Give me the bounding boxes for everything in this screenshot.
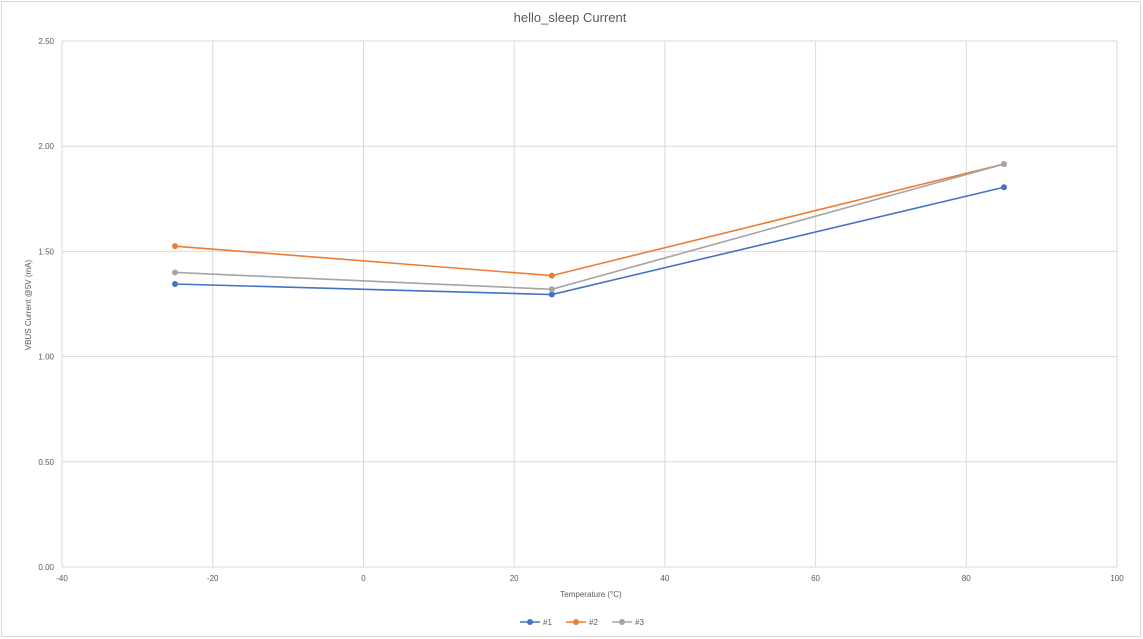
x-tick-label: 80 — [962, 574, 971, 583]
y-axis-ticks: 0.00 0.50 1.00 1.50 2.00 2.50 — [38, 37, 54, 572]
data-point — [172, 281, 179, 288]
x-axis-label: Temperature (°C) — [560, 590, 622, 599]
series-1 — [172, 184, 1007, 298]
x-tick-label: -20 — [207, 574, 219, 583]
series-layer — [172, 161, 1007, 298]
x-tick-label: 40 — [660, 574, 669, 583]
x-tick-label: 20 — [510, 574, 519, 583]
legend-label: #1 — [543, 618, 552, 627]
chart-title: hello_sleep Current — [514, 10, 627, 25]
y-tick-label: 2.50 — [38, 37, 54, 46]
series-line — [175, 163, 1005, 291]
data-point — [1000, 184, 1007, 191]
y-axis-label: VBUS Current @5V (mA) — [24, 259, 33, 350]
legend-label: #2 — [589, 618, 598, 627]
legend-item: #1 — [520, 618, 552, 627]
data-point — [548, 291, 555, 298]
gridlines — [61, 40, 1118, 568]
legend: #1 #2 #3 — [520, 618, 644, 627]
legend-item: #2 — [566, 618, 598, 627]
data-point — [548, 272, 555, 279]
x-tick-label: 100 — [1110, 574, 1124, 583]
data-point — [548, 286, 555, 293]
legend-marker — [527, 619, 533, 625]
legend-item: #3 — [612, 618, 644, 627]
data-point — [1000, 161, 1007, 168]
legend-marker — [573, 619, 579, 625]
y-tick-label: 2.00 — [38, 142, 54, 151]
x-axis-ticks: -40 -20 0 20 40 60 80 100 — [56, 574, 1124, 583]
legend-marker — [619, 619, 625, 625]
series-2 — [172, 161, 1007, 279]
series-3 — [172, 161, 1007, 293]
y-tick-label: 1.00 — [38, 353, 54, 362]
y-tick-label: 1.50 — [38, 247, 54, 256]
x-tick-label: 60 — [811, 574, 820, 583]
x-tick-label: -40 — [56, 574, 68, 583]
data-point — [172, 269, 179, 276]
data-point — [172, 243, 179, 250]
legend-label: #3 — [635, 618, 644, 627]
y-tick-label: 0.50 — [38, 458, 54, 467]
series-line — [174, 163, 1005, 277]
x-tick-label: 0 — [361, 574, 366, 583]
y-tick-label: 0.00 — [38, 563, 54, 572]
